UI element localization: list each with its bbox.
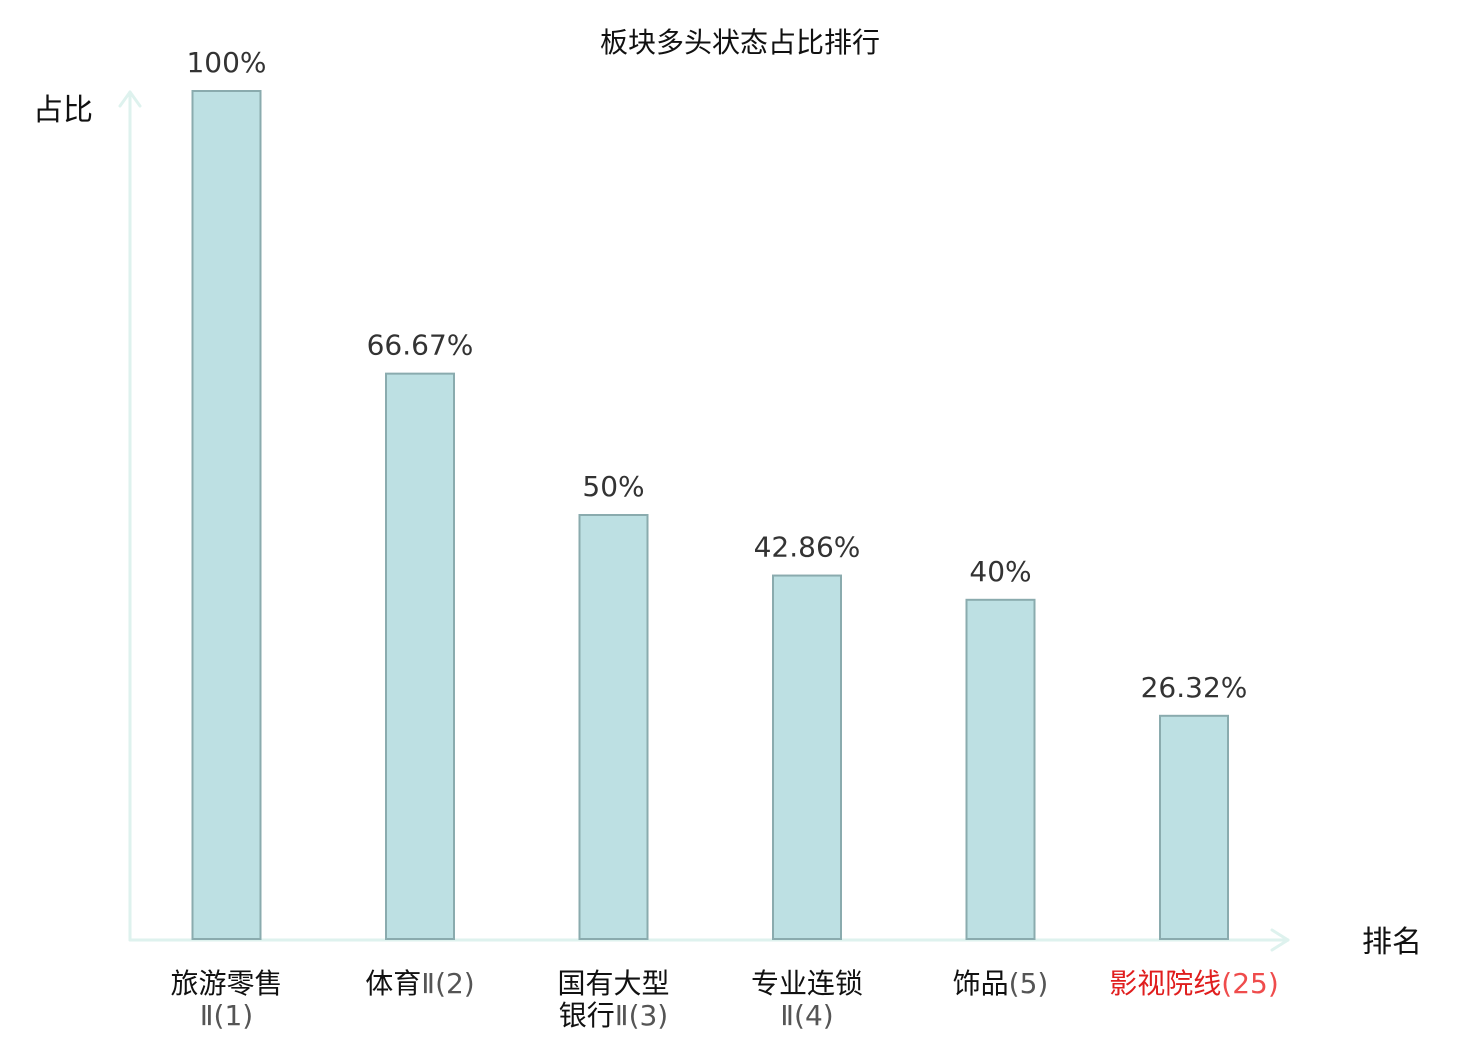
bar-value-label: 100%: [186, 46, 266, 79]
value-labels: 100% 66.67% 50% 42.86% 40% 26.32%: [186, 46, 1247, 704]
axes: [118, 90, 1290, 952]
bar: [772, 574, 842, 940]
bars: [191, 90, 1229, 940]
category-label-name: 银行: [559, 999, 615, 1032]
category-label-name: 体育: [365, 967, 421, 1000]
bar-value-label: 50%: [582, 470, 644, 503]
category-label: 饰品(5): [953, 967, 1049, 1000]
category-label-rank: Ⅱ(1): [200, 999, 253, 1032]
category-label: Ⅱ(4): [780, 999, 833, 1032]
category-label-rank: (5): [1009, 967, 1049, 1000]
category-label: 银行Ⅱ(3): [559, 999, 668, 1032]
category-label-name: 饰品: [953, 967, 1009, 1000]
category-label: 旅游零售: [170, 967, 282, 1000]
y-axis-arrow: [118, 90, 142, 108]
x-axis-arrow: [1270, 928, 1290, 952]
bar: [578, 514, 649, 940]
x-axis-label: 排名: [1362, 925, 1422, 960]
category-label: 专业连锁: [751, 967, 863, 1000]
category-label: 国有大型: [557, 967, 669, 1000]
bar-value-label: 26.32%: [1141, 671, 1248, 704]
bar: [191, 90, 262, 940]
category-label: 体育Ⅱ(2): [365, 967, 474, 1000]
category-label-rank: Ⅱ(4): [780, 999, 833, 1032]
bar: [965, 598, 1036, 940]
category-label: Ⅱ(1): [200, 999, 253, 1032]
bar: [385, 372, 455, 940]
category-label-name: 专业连锁: [751, 967, 863, 1000]
category-label-rank: (25): [1221, 967, 1278, 1000]
category-label-name: 旅游零售: [170, 967, 282, 1000]
category-label: 影视院线(25): [1109, 967, 1279, 1000]
bar-value-label: 42.86%: [754, 531, 861, 564]
bar-value-label: 40%: [969, 555, 1031, 588]
category-label-rank: Ⅱ(3): [615, 999, 668, 1032]
bar: [1159, 714, 1229, 940]
category-label-name: 国有大型: [557, 967, 669, 1000]
chart-title: 板块多头状态占比排行: [600, 26, 880, 59]
category-label-name: 影视院线: [1109, 967, 1221, 1000]
bar-value-label: 66.67%: [367, 329, 474, 362]
y-axis-label: 占比: [33, 93, 93, 128]
category-label-rank: Ⅱ(2): [421, 967, 474, 1000]
